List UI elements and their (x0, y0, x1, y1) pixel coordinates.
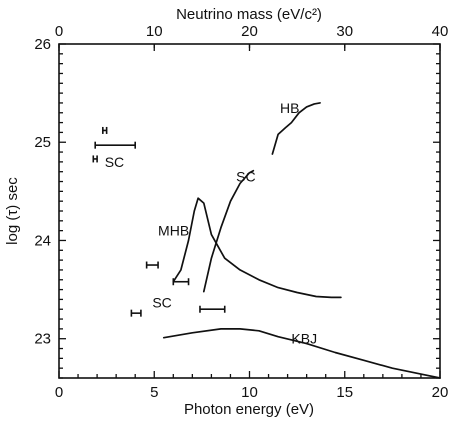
error-bar (94, 141, 136, 149)
curve-label: SC (236, 169, 255, 185)
curve-labels: HB SC MHB SC SC KBJ (105, 100, 317, 347)
x-tick-label: 0 (55, 384, 63, 401)
y-tick-label: 24 (34, 232, 51, 249)
axis-ticks (58, 43, 441, 379)
series-layer (162, 102, 441, 379)
curve-label: MHB (158, 223, 189, 239)
x2-tick-label: 40 (432, 23, 449, 40)
x-tick-label: 10 (241, 384, 258, 401)
series-mhb-curve (172, 197, 342, 299)
plot-frame (58, 43, 441, 379)
x2-tick-label: 10 (146, 23, 163, 40)
error-bar (145, 261, 159, 269)
x2-tick-label: 30 (336, 23, 353, 40)
x-tick-label: 15 (336, 384, 353, 401)
y-tick-label: 25 (34, 134, 51, 151)
curve-label: SC (105, 154, 124, 170)
error-bar (172, 278, 190, 286)
error-bars (92, 126, 226, 317)
x-axis-title: Photon energy (eV) (184, 401, 314, 418)
curve-label: HB (280, 100, 299, 116)
y-tick-label: 23 (34, 331, 51, 348)
curve-label: KBJ (291, 331, 317, 347)
y-axis-title: log (τ) sec (4, 177, 21, 245)
x2-tick-label: 0 (55, 23, 63, 40)
x-tick-label: 5 (150, 384, 158, 401)
x2-tick-label: 20 (241, 23, 258, 40)
error-bar (130, 309, 142, 317)
series-hb-curve (271, 102, 321, 155)
error-bar (199, 305, 226, 313)
curve-label: SC (152, 294, 171, 310)
x-tick-label: 20 (432, 384, 449, 401)
x2-axis-title: Neutrino mass (eV/c²) (176, 6, 322, 23)
tick-labels: 0 5 10 15 20 0 10 20 30 40 23 24 25 26 (34, 23, 448, 401)
error-bar (102, 126, 108, 134)
error-bar (92, 155, 98, 163)
series-kbj-curve (162, 328, 441, 379)
series-sc-curve (202, 169, 255, 293)
y-tick-label: 26 (34, 36, 51, 53)
